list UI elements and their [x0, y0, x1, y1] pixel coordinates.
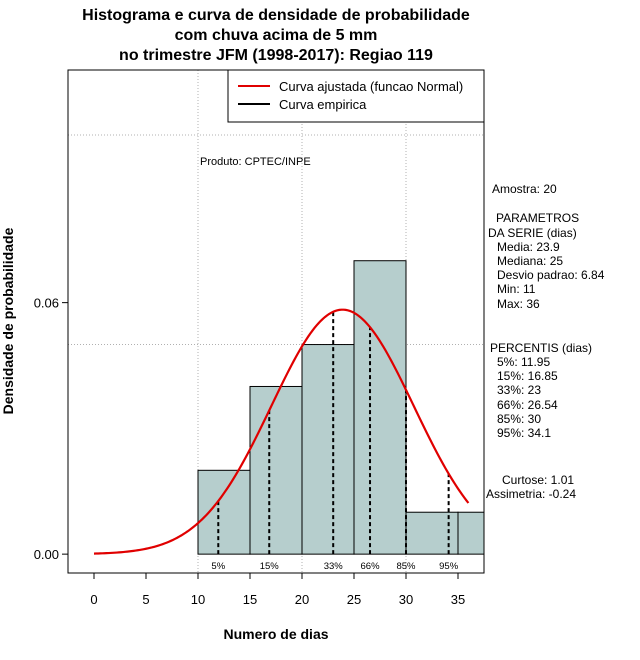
histogram-bar-4 — [354, 261, 406, 554]
chart-title-line-2: com chuva acima de 5 mm — [175, 27, 378, 44]
percentile-label-66: 66% — [361, 561, 381, 572]
percentil-95: 95%: 34.1 — [497, 426, 551, 440]
percentil-15: 15%: 16.85 — [497, 369, 558, 383]
legend-label-empirical: Curva empirica — [279, 97, 367, 112]
legend-box — [228, 70, 484, 122]
y-tick-label-0: 0.00 — [34, 547, 59, 562]
x-tick-label-15: 15 — [243, 592, 257, 607]
stats-panel: Amostra: 20 PARAMETROS DA SERIE (dias) M… — [486, 182, 605, 501]
legend-label-fitted: Curva ajustada (funcao Normal) — [279, 79, 463, 94]
percentil-5: 5%: 11.95 — [497, 355, 550, 369]
percentile-label-33: 33% — [324, 561, 344, 572]
x-tick-label-20: 20 — [295, 592, 309, 607]
percentile-label-95: 95% — [439, 561, 459, 572]
histogram-bar-2 — [250, 386, 302, 554]
stat-amostra: Amostra: 20 — [492, 182, 557, 196]
param-max: Max: 36 — [497, 297, 540, 311]
x-axis-title: Numero de dias — [223, 626, 328, 642]
percentil-33: 33%: 23 — [497, 383, 541, 397]
y-axis-title: Densidade de probabilidade — [0, 227, 16, 414]
param-desvio: Desvio padrao: 6.84 — [497, 268, 605, 282]
stat-curtose: Curtose: 1.01 — [502, 473, 574, 487]
credit-text: Produto: CPTEC/INPE — [200, 156, 311, 168]
stat-assimetria: Assimetria: -0.24 — [486, 487, 576, 501]
percentile-label-85: 85% — [396, 561, 416, 572]
params-header-2: DA SERIE (dias) — [488, 226, 577, 240]
percentis-header: PERCENTIS (dias) — [490, 341, 592, 355]
histogram-chart: Histograma e curva de densidade de proba… — [0, 0, 640, 660]
x-tick-label-30: 30 — [399, 592, 413, 607]
x-tick-label-25: 25 — [347, 592, 361, 607]
x-tick-label-10: 10 — [191, 592, 205, 607]
histogram-bar-1 — [198, 470, 250, 554]
param-min: Min: 11 — [497, 282, 536, 296]
histogram-bar-3 — [302, 345, 354, 555]
percentile-label-15: 15% — [260, 561, 280, 572]
params-header-1: PARAMETROS — [496, 211, 579, 225]
x-tick-label-0: 0 — [90, 592, 97, 607]
param-mediana: Mediana: 25 — [497, 254, 563, 268]
x-tick-label-5: 5 — [142, 592, 149, 607]
percentil-85: 85%: 30 — [497, 412, 541, 426]
histogram-bar-6 — [458, 512, 484, 554]
param-media: Media: 23.9 — [497, 240, 560, 254]
percentile-label-5: 5% — [211, 561, 225, 572]
chart-title-line-3: no trimestre JFM (1998-2017): Regiao 119 — [119, 47, 433, 64]
histogram-bar-5 — [406, 512, 458, 554]
chart-title-line-1: Histograma e curva de densidade de proba… — [82, 7, 470, 24]
legend: Curva ajustada (funcao Normal) Curva emp… — [228, 70, 484, 122]
y-tick-label-1: 0.06 — [34, 296, 59, 311]
percentil-66: 66%: 26.54 — [497, 398, 558, 412]
histogram-bars — [198, 261, 484, 554]
x-tick-label-35: 35 — [451, 592, 465, 607]
